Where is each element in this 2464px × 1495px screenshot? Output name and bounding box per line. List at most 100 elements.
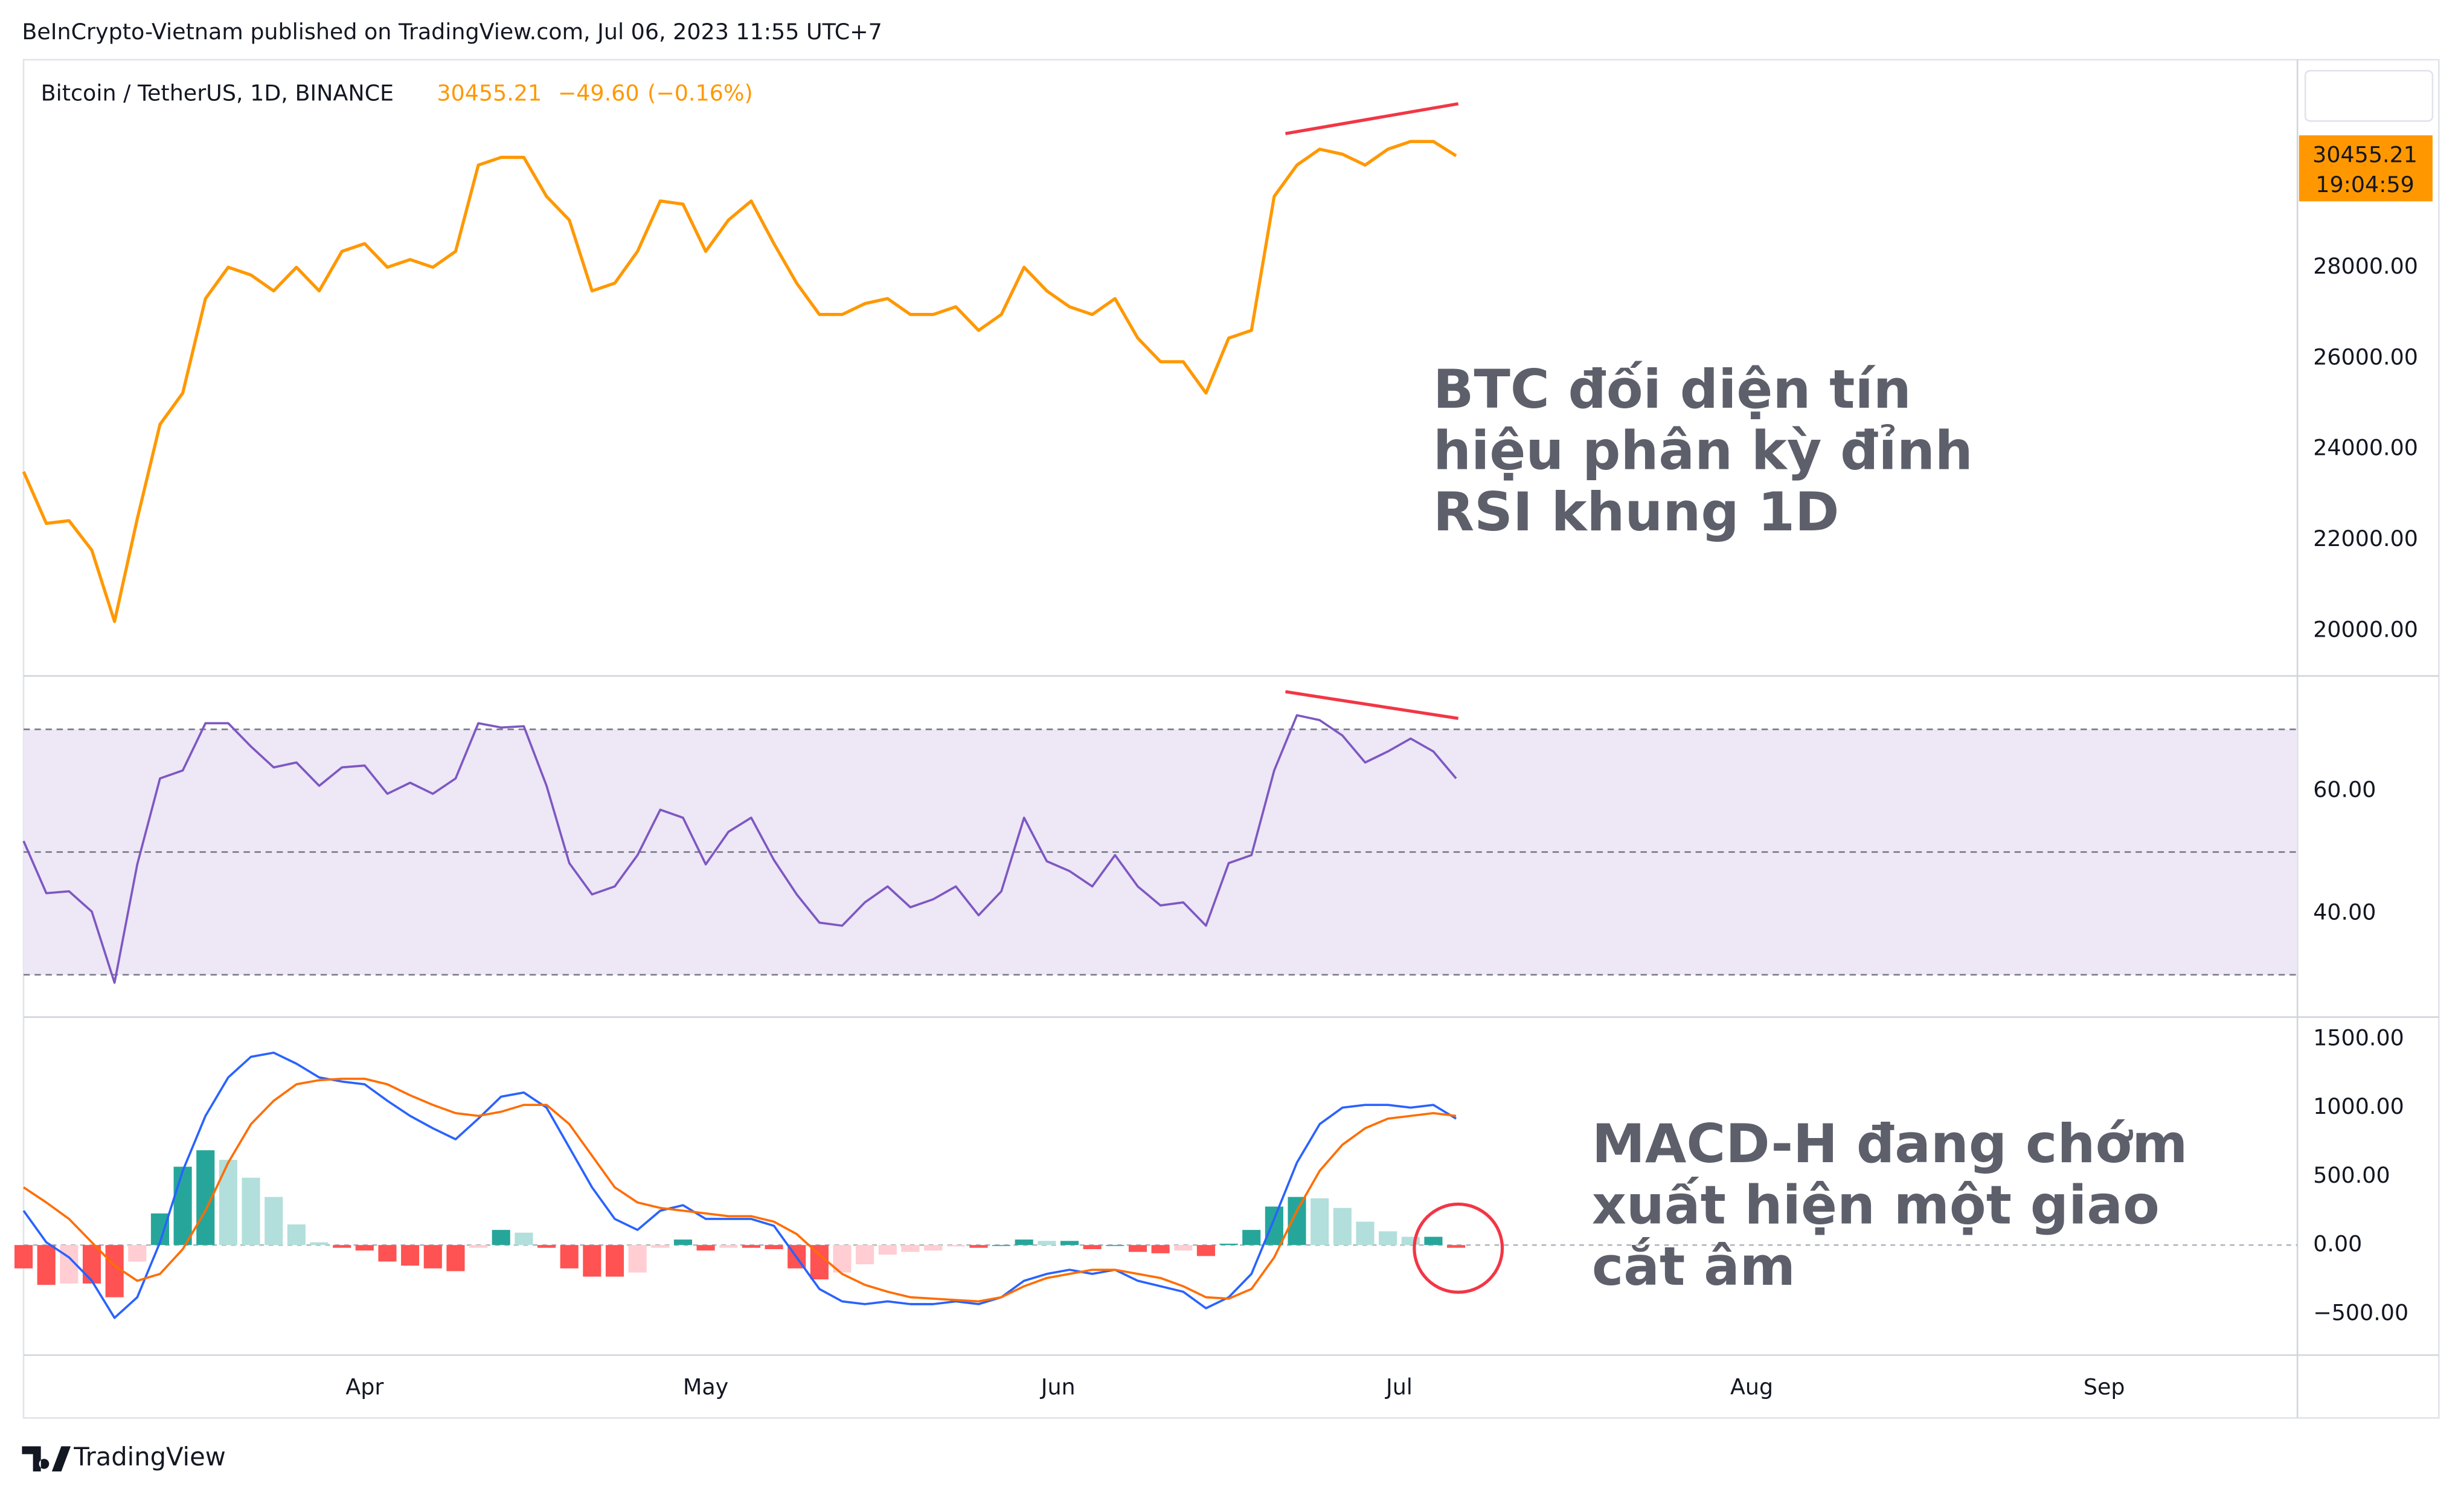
histogram-bar bbox=[515, 1232, 533, 1246]
histogram-bar bbox=[378, 1245, 397, 1262]
footer: TradingView bbox=[73, 1442, 225, 1471]
plot: 20000.00 22000.00 24000.00 26000.00 28000.00… bbox=[14, 80, 2433, 1400]
histogram-bar bbox=[673, 1239, 692, 1246]
histogram-bar bbox=[1060, 1241, 1079, 1246]
y-tick-label: 1000.00 bbox=[2313, 1093, 2404, 1119]
histogram-bar bbox=[1015, 1239, 1033, 1246]
histogram-bar bbox=[1424, 1236, 1443, 1246]
y-tick-label: 1500.00 bbox=[2313, 1024, 2404, 1050]
histogram-bar bbox=[14, 1245, 33, 1268]
annotation: xuất hiện một giao bbox=[1592, 1174, 2160, 1236]
histogram-bar bbox=[1128, 1245, 1147, 1252]
footer-logo: TradingView bbox=[22, 1442, 226, 1471]
histogram-bar bbox=[265, 1197, 283, 1246]
price-tag-value: 30455.21 bbox=[2312, 141, 2417, 167]
y-tick-label: 28000.00 bbox=[2313, 253, 2418, 279]
annotation: RSI khung 1D bbox=[1433, 481, 1839, 543]
histogram-bar bbox=[924, 1245, 943, 1251]
histogram-bar bbox=[37, 1245, 56, 1285]
x-tick-label: Apr bbox=[345, 1374, 383, 1400]
x-tick-label: May bbox=[683, 1374, 728, 1400]
histogram-bar bbox=[469, 1245, 488, 1248]
price-tag bbox=[2299, 135, 2433, 202]
annotation: MACD-H đang chớm bbox=[1592, 1113, 2188, 1175]
legend-change-pct: (−0.16%) bbox=[647, 80, 753, 106]
histogram-bar bbox=[1379, 1231, 1397, 1246]
divergence-line bbox=[1285, 690, 1459, 720]
histogram-bar bbox=[1447, 1245, 1466, 1248]
histogram-bar bbox=[401, 1245, 420, 1266]
header: BeInCrypto-Vietnam published on TradingV… bbox=[22, 19, 882, 45]
histogram-bar bbox=[310, 1242, 329, 1246]
histogram-bar bbox=[583, 1245, 602, 1277]
histogram-bar bbox=[651, 1245, 670, 1248]
x-tick-label: Jun bbox=[1040, 1374, 1076, 1400]
histogram-bar bbox=[1196, 1245, 1215, 1256]
histogram-bar bbox=[333, 1245, 351, 1248]
histogram-bar bbox=[765, 1245, 783, 1250]
histogram-bar bbox=[1265, 1206, 1283, 1246]
legend-price: 30455.21 bbox=[437, 80, 542, 106]
histogram-bar bbox=[446, 1245, 465, 1272]
histogram-bar bbox=[742, 1245, 760, 1248]
legend-change: −49.60 bbox=[558, 80, 640, 106]
x-tick-label: Sep bbox=[2084, 1374, 2125, 1400]
histogram-bar bbox=[856, 1245, 874, 1265]
histogram-bar bbox=[1106, 1245, 1125, 1246]
histogram-bar bbox=[1356, 1221, 1375, 1246]
annotation: hiệu phân kỳ đỉnh bbox=[1433, 420, 1973, 482]
price-line bbox=[22, 140, 1457, 623]
logo-icon bbox=[22, 1446, 71, 1471]
macd-line bbox=[22, 1051, 1457, 1319]
price-tag-countdown: 19:04:59 bbox=[2315, 172, 2414, 198]
histogram-bar bbox=[1333, 1207, 1352, 1246]
annotation: BTC đối diện tín bbox=[1433, 358, 1911, 420]
histogram-bar bbox=[1311, 1198, 1329, 1246]
macd-line bbox=[23, 1078, 1457, 1303]
rsi-line bbox=[22, 714, 1457, 984]
histogram-bar bbox=[969, 1245, 988, 1248]
histogram-bar bbox=[560, 1245, 579, 1268]
histogram-bar bbox=[537, 1245, 556, 1248]
y-tick-label: 40.00 bbox=[2313, 899, 2376, 925]
histogram-bar bbox=[992, 1245, 1011, 1246]
histogram-bar bbox=[878, 1245, 897, 1255]
y-tick-label: 60.00 bbox=[2313, 777, 2376, 803]
y-tick-label: 26000.00 bbox=[2313, 344, 2418, 370]
histogram-bar bbox=[901, 1245, 920, 1252]
y-tick-label: 500.00 bbox=[2313, 1162, 2390, 1188]
histogram-bar bbox=[1151, 1245, 1170, 1253]
y-tick-label: 20000.00 bbox=[2313, 616, 2418, 642]
histogram-bar bbox=[946, 1245, 965, 1247]
y-tick-label: 24000.00 bbox=[2313, 435, 2418, 461]
histogram-bar bbox=[1219, 1243, 1238, 1246]
y-tick-label: 0.00 bbox=[2313, 1231, 2362, 1257]
histogram-bar bbox=[423, 1245, 442, 1268]
histogram-bar bbox=[355, 1245, 374, 1251]
histogram-bar bbox=[719, 1245, 738, 1248]
highlight-circle bbox=[1413, 1202, 1504, 1294]
annotation: cắt âm bbox=[1592, 1235, 1795, 1297]
histogram-bar bbox=[1242, 1230, 1261, 1246]
histogram-bar bbox=[128, 1245, 147, 1262]
histogram-bar bbox=[1083, 1245, 1102, 1250]
histogram-bar bbox=[492, 1230, 510, 1246]
y-tick-label: 22000.00 bbox=[2313, 526, 2418, 551]
histogram-bar bbox=[696, 1245, 715, 1251]
divergence-line bbox=[1285, 102, 1459, 135]
scale-box bbox=[2304, 69, 2434, 122]
histogram-bar bbox=[810, 1245, 829, 1280]
histogram-bar bbox=[605, 1245, 624, 1277]
legend-title: Bitcoin / TetherUS, 1D, BINANCE bbox=[41, 80, 394, 106]
histogram-bar bbox=[287, 1224, 306, 1246]
histogram-bar bbox=[1038, 1241, 1056, 1246]
histogram-bar bbox=[242, 1177, 260, 1246]
histogram-bar bbox=[82, 1245, 101, 1284]
y-tick-label: −500.00 bbox=[2313, 1299, 2408, 1325]
histogram-bar bbox=[628, 1245, 647, 1273]
histogram-bar bbox=[1288, 1197, 1306, 1246]
x-tick-label: Jul bbox=[1385, 1374, 1413, 1400]
x-tick-label: Aug bbox=[1730, 1374, 1773, 1400]
